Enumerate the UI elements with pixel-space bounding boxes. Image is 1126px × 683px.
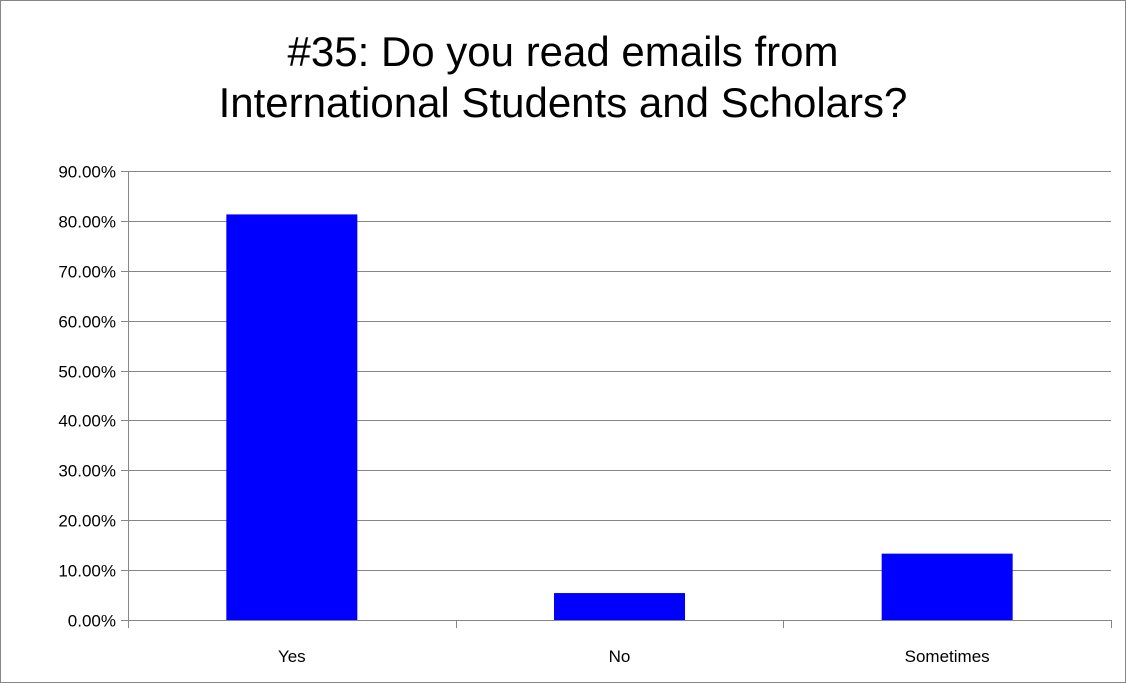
x-tick-labels: Yes No Sometimes: [278, 647, 990, 666]
y-tick-label: 20.00%: [58, 512, 116, 531]
axes: [121, 171, 1112, 628]
y-tick-label: 10.00%: [58, 562, 116, 581]
y-tick-label: 90.00%: [58, 163, 116, 182]
y-tick-label: 70.00%: [58, 263, 116, 282]
x-tick-label-sometimes: Sometimes: [905, 647, 990, 666]
y-tick-label: 40.00%: [58, 412, 116, 431]
y-tick-label: 30.00%: [58, 462, 116, 481]
y-tick-label: 60.00%: [58, 313, 116, 332]
x-tick-label-yes: Yes: [278, 647, 306, 666]
y-tick-labels: 0.00% 10.00% 20.00% 30.00% 40.00% 50.00% 60.00…: [58, 163, 116, 631]
y-tick-label: 0.00%: [68, 612, 116, 631]
y-tick-label: 50.00%: [58, 363, 116, 382]
bar-no: [554, 593, 685, 620]
bar-sometimes: [881, 553, 1013, 620]
bars: [226, 214, 1013, 621]
x-tick-label-no: No: [609, 647, 631, 666]
bar-yes: [226, 214, 358, 621]
y-tick-label: 80.00%: [58, 213, 116, 232]
chart-title: #35: Do you read emails from Internation…: [218, 28, 908, 126]
